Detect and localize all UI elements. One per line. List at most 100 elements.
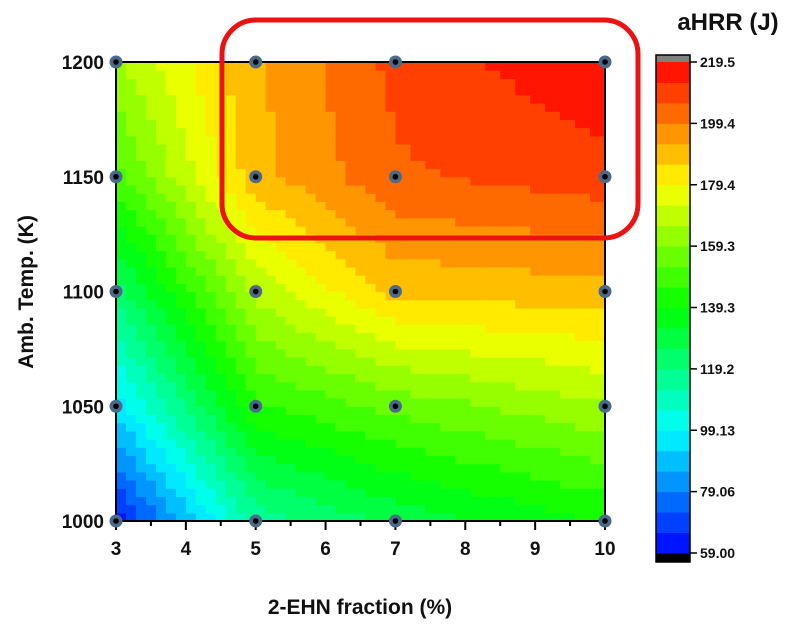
contour-cell	[225, 447, 237, 457]
contour-cell	[165, 258, 177, 268]
contour-cell	[385, 160, 397, 170]
contour-cell	[205, 258, 217, 268]
contour-cell	[485, 152, 501, 161]
contour-cell	[440, 201, 456, 211]
contour-cell	[485, 143, 501, 153]
contour-cell	[275, 381, 287, 391]
contour-cell	[205, 176, 217, 186]
contour-cell	[500, 480, 516, 489]
colorbar-title: aHRR (J)	[677, 9, 778, 36]
contour-cell	[485, 373, 501, 383]
contour-cell	[165, 447, 177, 457]
contour-cell	[185, 102, 197, 112]
contour-cell	[155, 111, 167, 120]
contour-cell	[275, 209, 287, 219]
contour-cell	[235, 414, 247, 424]
contour-cell	[185, 340, 197, 350]
contour-cell	[560, 94, 576, 104]
contour-cell	[485, 504, 501, 514]
contour-cell	[500, 504, 516, 514]
contour-cell	[245, 242, 257, 252]
contour-cell	[575, 389, 591, 399]
contour-cell	[485, 480, 501, 489]
contour-cell	[500, 488, 516, 498]
contour-cell	[315, 193, 327, 202]
contour-cell	[135, 422, 147, 432]
contour-cell	[345, 258, 357, 268]
contour-cell	[116, 422, 127, 432]
contour-cell	[185, 78, 197, 88]
contour-cell	[185, 471, 197, 481]
contour-cell	[355, 389, 367, 399]
contour-cell	[355, 78, 367, 88]
contour-cell	[215, 357, 227, 366]
contour-cell	[345, 193, 357, 202]
contour-cell	[365, 275, 377, 284]
contour-cell	[545, 275, 561, 284]
contour-cell	[355, 258, 367, 268]
contour-cell	[285, 283, 297, 293]
contour-cell	[185, 414, 197, 424]
colorbar-level	[656, 62, 690, 83]
contour-cell	[215, 258, 227, 268]
contour-cell	[590, 324, 606, 334]
contour-cell	[225, 439, 237, 448]
contour-cell	[375, 504, 387, 514]
contour-cell	[165, 299, 177, 309]
y-tick-label: 1050	[62, 397, 104, 418]
contour-cell	[285, 488, 297, 498]
contour-cell	[485, 307, 501, 317]
contour-cell	[195, 193, 207, 202]
contour-cell	[345, 307, 357, 317]
contour-cell	[295, 135, 307, 145]
contour-cell	[275, 94, 287, 104]
contour-cell	[515, 406, 531, 416]
contour-cell	[500, 111, 516, 120]
contour-cell	[195, 365, 207, 375]
contour-cell	[315, 201, 327, 211]
contour-cell	[175, 365, 187, 375]
contour-cell	[135, 242, 147, 252]
contour-cell	[245, 332, 257, 342]
contour-cell	[315, 332, 327, 342]
contour-cell	[225, 193, 237, 202]
contour-cell	[530, 348, 546, 358]
contour-cell	[545, 250, 561, 260]
contour-cell	[515, 111, 531, 120]
contour-cell	[265, 78, 277, 88]
contour-cell	[440, 86, 456, 96]
contour-cell	[335, 250, 347, 260]
contour-cell	[125, 201, 137, 211]
contour-cell	[145, 217, 157, 227]
contour-cell	[315, 299, 327, 309]
contour-cell	[470, 250, 486, 260]
contour-cell	[325, 184, 337, 194]
contour-cell	[385, 316, 397, 325]
data-point-center	[392, 173, 399, 180]
contour-cell	[365, 242, 377, 252]
contour-cell	[205, 94, 217, 104]
contour-cell	[116, 225, 127, 235]
contour-cell	[545, 193, 561, 202]
data-point-center	[252, 59, 259, 65]
contour-cell	[365, 430, 377, 440]
contour-cell	[500, 455, 516, 465]
contour-cell	[530, 135, 546, 145]
contour-cell	[195, 266, 207, 276]
contour-cell	[325, 348, 337, 358]
contour-cell	[335, 119, 347, 129]
contour-cell	[485, 250, 501, 260]
contour-cell	[155, 160, 167, 170]
contour-cell	[285, 143, 297, 153]
contour-cell	[125, 324, 137, 334]
contour-cell	[355, 348, 367, 358]
contour-cell	[485, 455, 501, 465]
contour-cell	[335, 184, 347, 194]
contour-cell	[165, 455, 177, 465]
contour-cell	[485, 414, 501, 424]
contour-cell	[175, 160, 187, 170]
contour-cell	[185, 373, 197, 383]
colorbar-tick-label: 179.4	[700, 177, 735, 193]
contour-cell	[470, 184, 486, 194]
contour-cell	[135, 463, 147, 473]
